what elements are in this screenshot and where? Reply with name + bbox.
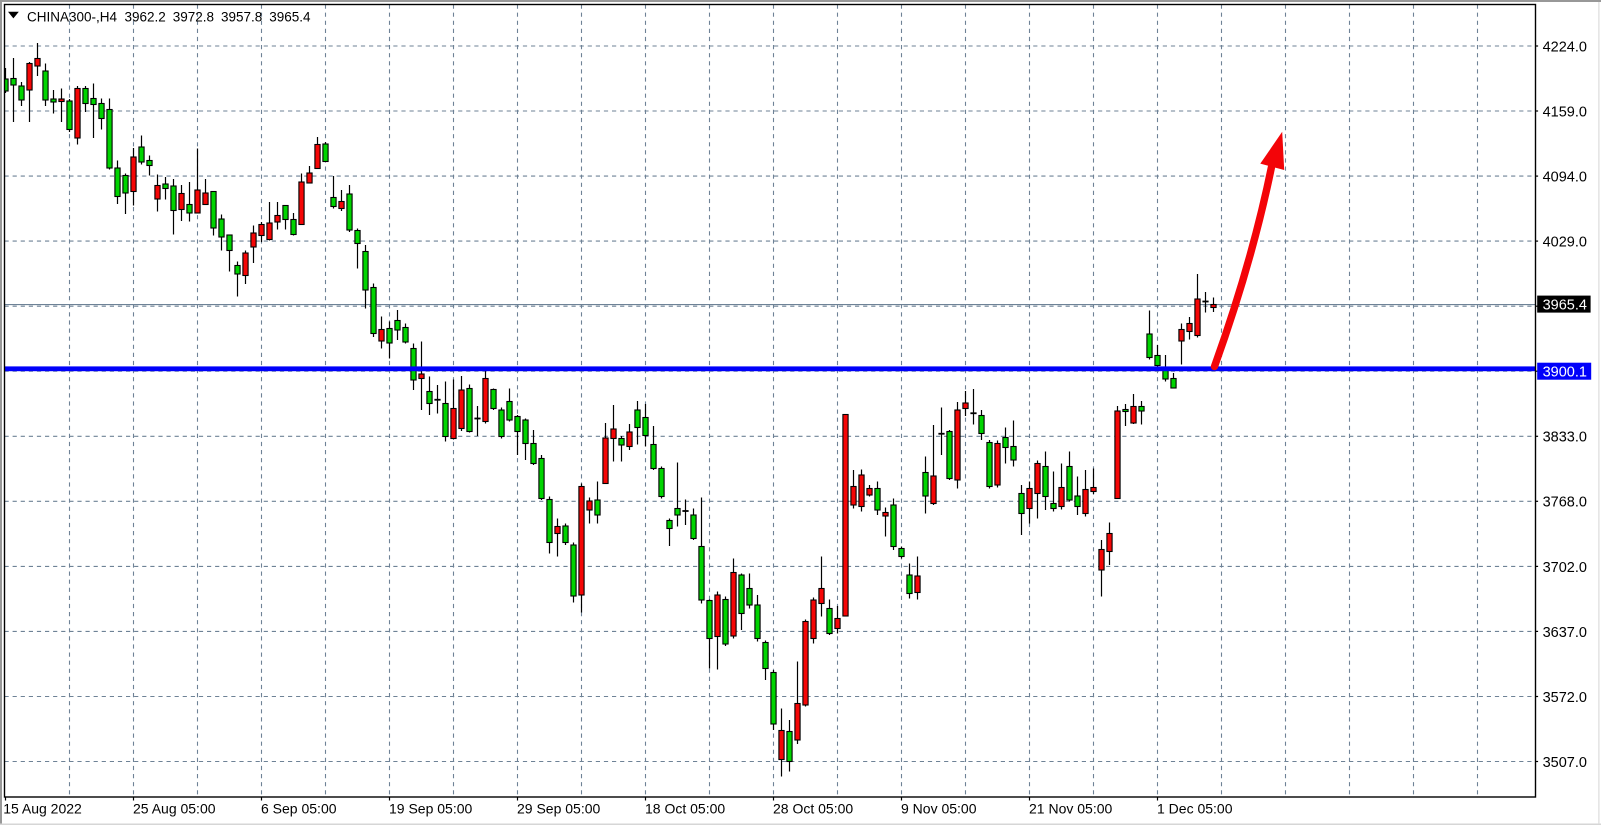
svg-text:3900.1: 3900.1	[1543, 365, 1587, 381]
svg-text:CHINA300-,H4: CHINA300-,H4	[27, 9, 118, 24]
svg-text:1 Dec 05:00: 1 Dec 05:00	[1157, 801, 1233, 817]
svg-text:3965.4: 3965.4	[1543, 298, 1587, 314]
svg-text:3637.0: 3637.0	[1543, 625, 1587, 641]
svg-text:6 Sep 05:00: 6 Sep 05:00	[261, 801, 337, 817]
svg-text:9 Nov 05:00: 9 Nov 05:00	[901, 801, 977, 817]
svg-text:3768.0: 3768.0	[1543, 495, 1587, 511]
svg-text:4094.0: 4094.0	[1543, 170, 1587, 186]
svg-text:15 Aug 2022: 15 Aug 2022	[3, 801, 82, 817]
svg-text:3507.0: 3507.0	[1543, 755, 1587, 771]
svg-text:3962.2 3972.8 3957.8 3965.4: 3962.2 3972.8 3957.8 3965.4	[125, 9, 312, 24]
svg-text:18 Oct 05:00: 18 Oct 05:00	[645, 801, 725, 817]
svg-text:4224.0: 4224.0	[1543, 39, 1587, 55]
svg-text:4029.0: 4029.0	[1543, 235, 1587, 251]
svg-text:3572.0: 3572.0	[1543, 690, 1587, 706]
svg-text:19 Sep 05:00: 19 Sep 05:00	[389, 801, 473, 817]
svg-text:3702.0: 3702.0	[1543, 560, 1587, 576]
svg-text:21 Nov 05:00: 21 Nov 05:00	[1029, 801, 1112, 817]
svg-text:29 Sep 05:00: 29 Sep 05:00	[517, 801, 601, 817]
svg-text:4159.0: 4159.0	[1543, 105, 1587, 121]
svg-text:25 Aug 05:00: 25 Aug 05:00	[133, 801, 216, 817]
svg-text:28 Oct 05:00: 28 Oct 05:00	[773, 801, 853, 817]
svg-text:3833.0: 3833.0	[1543, 430, 1587, 446]
